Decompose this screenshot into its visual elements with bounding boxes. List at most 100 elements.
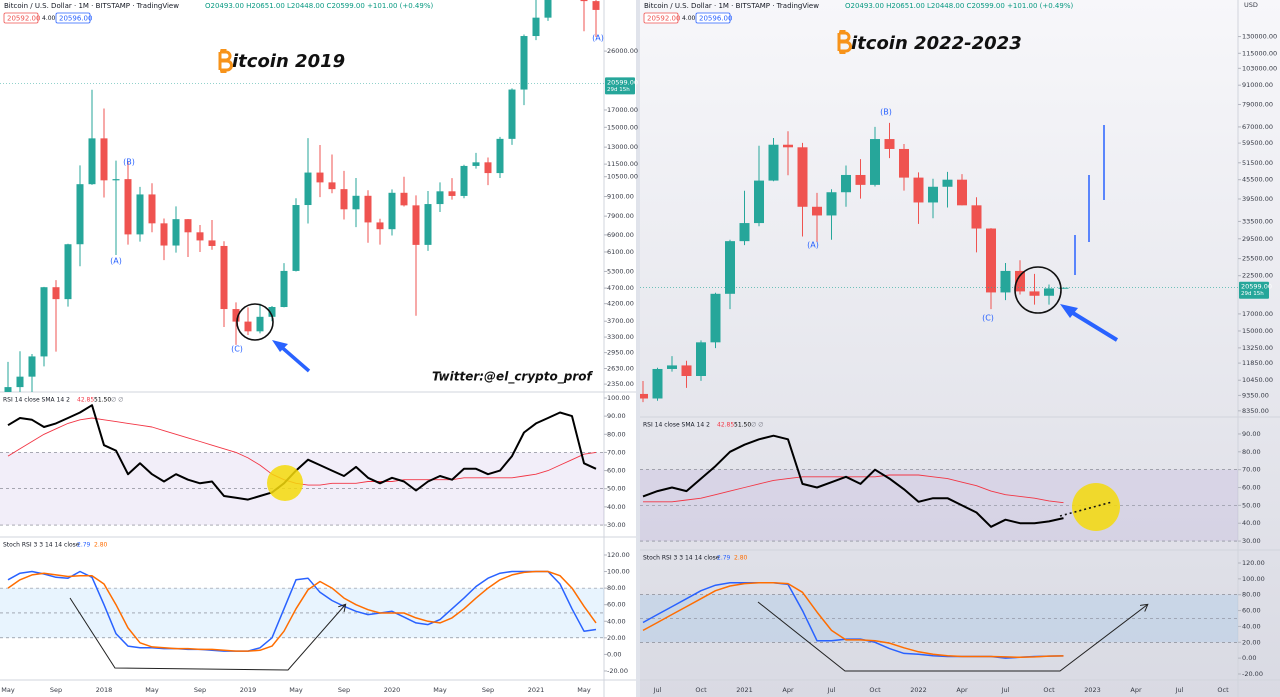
bitcoin-logo	[837, 30, 852, 54]
x-tick-label: Apr	[956, 686, 968, 694]
y-tick-label: 4200.00	[607, 300, 634, 308]
x-tick-label: 2023	[1084, 686, 1101, 694]
candle-body	[1029, 291, 1040, 296]
candle-body	[681, 365, 692, 376]
candle-body	[1000, 270, 1011, 293]
candle-body	[112, 179, 120, 181]
y-tick-label: 5300.00	[607, 267, 634, 275]
candle-body	[340, 189, 348, 210]
chart-title: itcoin 2019	[232, 51, 345, 72]
y-tick-label: 17000.00	[607, 106, 638, 114]
x-tick-label: Jul	[1175, 686, 1184, 694]
y-tick-label: 20.00	[607, 634, 626, 642]
x-tick-label: Jul	[1001, 686, 1010, 694]
candle-body	[739, 223, 750, 242]
y-tick-label: 50.00	[607, 485, 626, 493]
indicator-readout: 2.79	[717, 555, 731, 562]
candle-body	[436, 191, 444, 205]
candle-body	[64, 244, 72, 300]
candle-body	[532, 17, 540, 37]
indicator-line	[642, 582, 1064, 659]
candle-body	[88, 138, 96, 185]
wave-label: (A)	[807, 241, 819, 250]
countdown: 29d 15h	[1241, 291, 1264, 297]
y-tick-label: 90.00	[1242, 430, 1261, 438]
y-tick-label: 80.00	[1242, 591, 1261, 599]
x-tick-label: 2021	[528, 686, 545, 694]
wave-label: (B)	[123, 158, 135, 167]
y-tick-label: 9350.00	[1242, 391, 1269, 399]
price-pane	[0, 0, 604, 392]
y-tick-label: 9100.00	[607, 193, 634, 201]
candle-body	[184, 219, 192, 233]
x-tick-label: Sep	[194, 686, 206, 694]
y-tick-label: 11500.00	[607, 160, 638, 168]
candle-body	[652, 368, 663, 399]
candle-body	[986, 228, 996, 293]
candle-body	[40, 287, 48, 357]
candle-body	[4, 387, 12, 392]
candle-body	[899, 148, 909, 178]
y-tick-label: 17000.00	[1242, 310, 1273, 318]
y-tick-label: 79000.00	[1242, 100, 1273, 108]
x-tick-label: Sep	[50, 686, 62, 694]
trend-sketch	[69, 597, 345, 671]
y-tick-label: 13250.00	[1242, 344, 1273, 352]
y-tick-label: 91000.00	[1242, 81, 1273, 89]
y-tick-label: 90.00	[607, 412, 626, 420]
x-tick-label: Apr	[1130, 686, 1142, 694]
last-price-box	[1239, 281, 1269, 299]
x-tick-label: Oct	[1217, 686, 1229, 694]
bid-box	[3, 12, 39, 24]
symbol: Bitcoin / U.S. Dollar · 1M · BITSTAMP · …	[4, 2, 179, 10]
rsi-pane	[0, 404, 604, 526]
x-tick-label: 2020	[384, 686, 401, 694]
candle-body	[280, 270, 288, 308]
pointer-arrow-head	[272, 340, 288, 352]
last-price: 20599.00	[607, 78, 638, 86]
candle-body	[971, 205, 982, 229]
candle-body	[100, 138, 108, 181]
indicator-readout: ∅ ∅	[751, 422, 763, 429]
y-tick-label: 6900.00	[607, 231, 634, 239]
y-tick-label: 2950.00	[607, 349, 634, 357]
candle-body	[148, 194, 156, 224]
candle-body	[667, 365, 677, 369]
candle-body	[580, 0, 588, 2]
candle-body	[520, 36, 528, 90]
pointer-arrow-head	[1060, 304, 1078, 318]
y-tick-label: 120.00	[607, 551, 630, 559]
x-tick-label: May	[145, 686, 159, 694]
candle-body	[16, 376, 24, 388]
y-tick-label: 13000.00	[607, 143, 638, 151]
indicator-readout: 2.79	[77, 542, 91, 549]
projection-lines	[1074, 125, 1105, 275]
credit: Twitter:@el_crypto_prof	[432, 370, 593, 385]
candle-body	[1015, 270, 1025, 292]
candle-body	[172, 219, 180, 246]
y-tick-label: 2350.00	[607, 380, 634, 388]
y-tick-label: 70.00	[1242, 466, 1261, 474]
candle-body	[797, 147, 808, 207]
x-tick-label: Oct	[869, 686, 881, 694]
focus-circle	[1014, 266, 1062, 314]
y-tick-label: 40.00	[1242, 622, 1261, 630]
y-tick-label: 100.00	[607, 568, 630, 576]
y-tick-label: 80.00	[607, 430, 626, 438]
highlight-circle	[267, 465, 303, 501]
indicator-readout: 51.50	[734, 422, 751, 429]
focus-circle	[236, 303, 274, 341]
candle-body	[160, 223, 168, 246]
candle-body	[52, 287, 60, 300]
ask: 20596.00	[59, 15, 92, 23]
chart-title: itcoin 2022-2023	[851, 33, 1022, 54]
y-tick-label: 3700.00	[607, 317, 634, 325]
candle-body	[292, 205, 300, 271]
y-tick-label: 59500.00	[1242, 139, 1273, 147]
indicator-readout: 42.85	[77, 397, 94, 404]
candle-body	[124, 179, 132, 235]
y-tick-label: 45500.00	[1242, 176, 1273, 184]
candle-body	[256, 316, 264, 332]
candle-body	[196, 232, 204, 241]
